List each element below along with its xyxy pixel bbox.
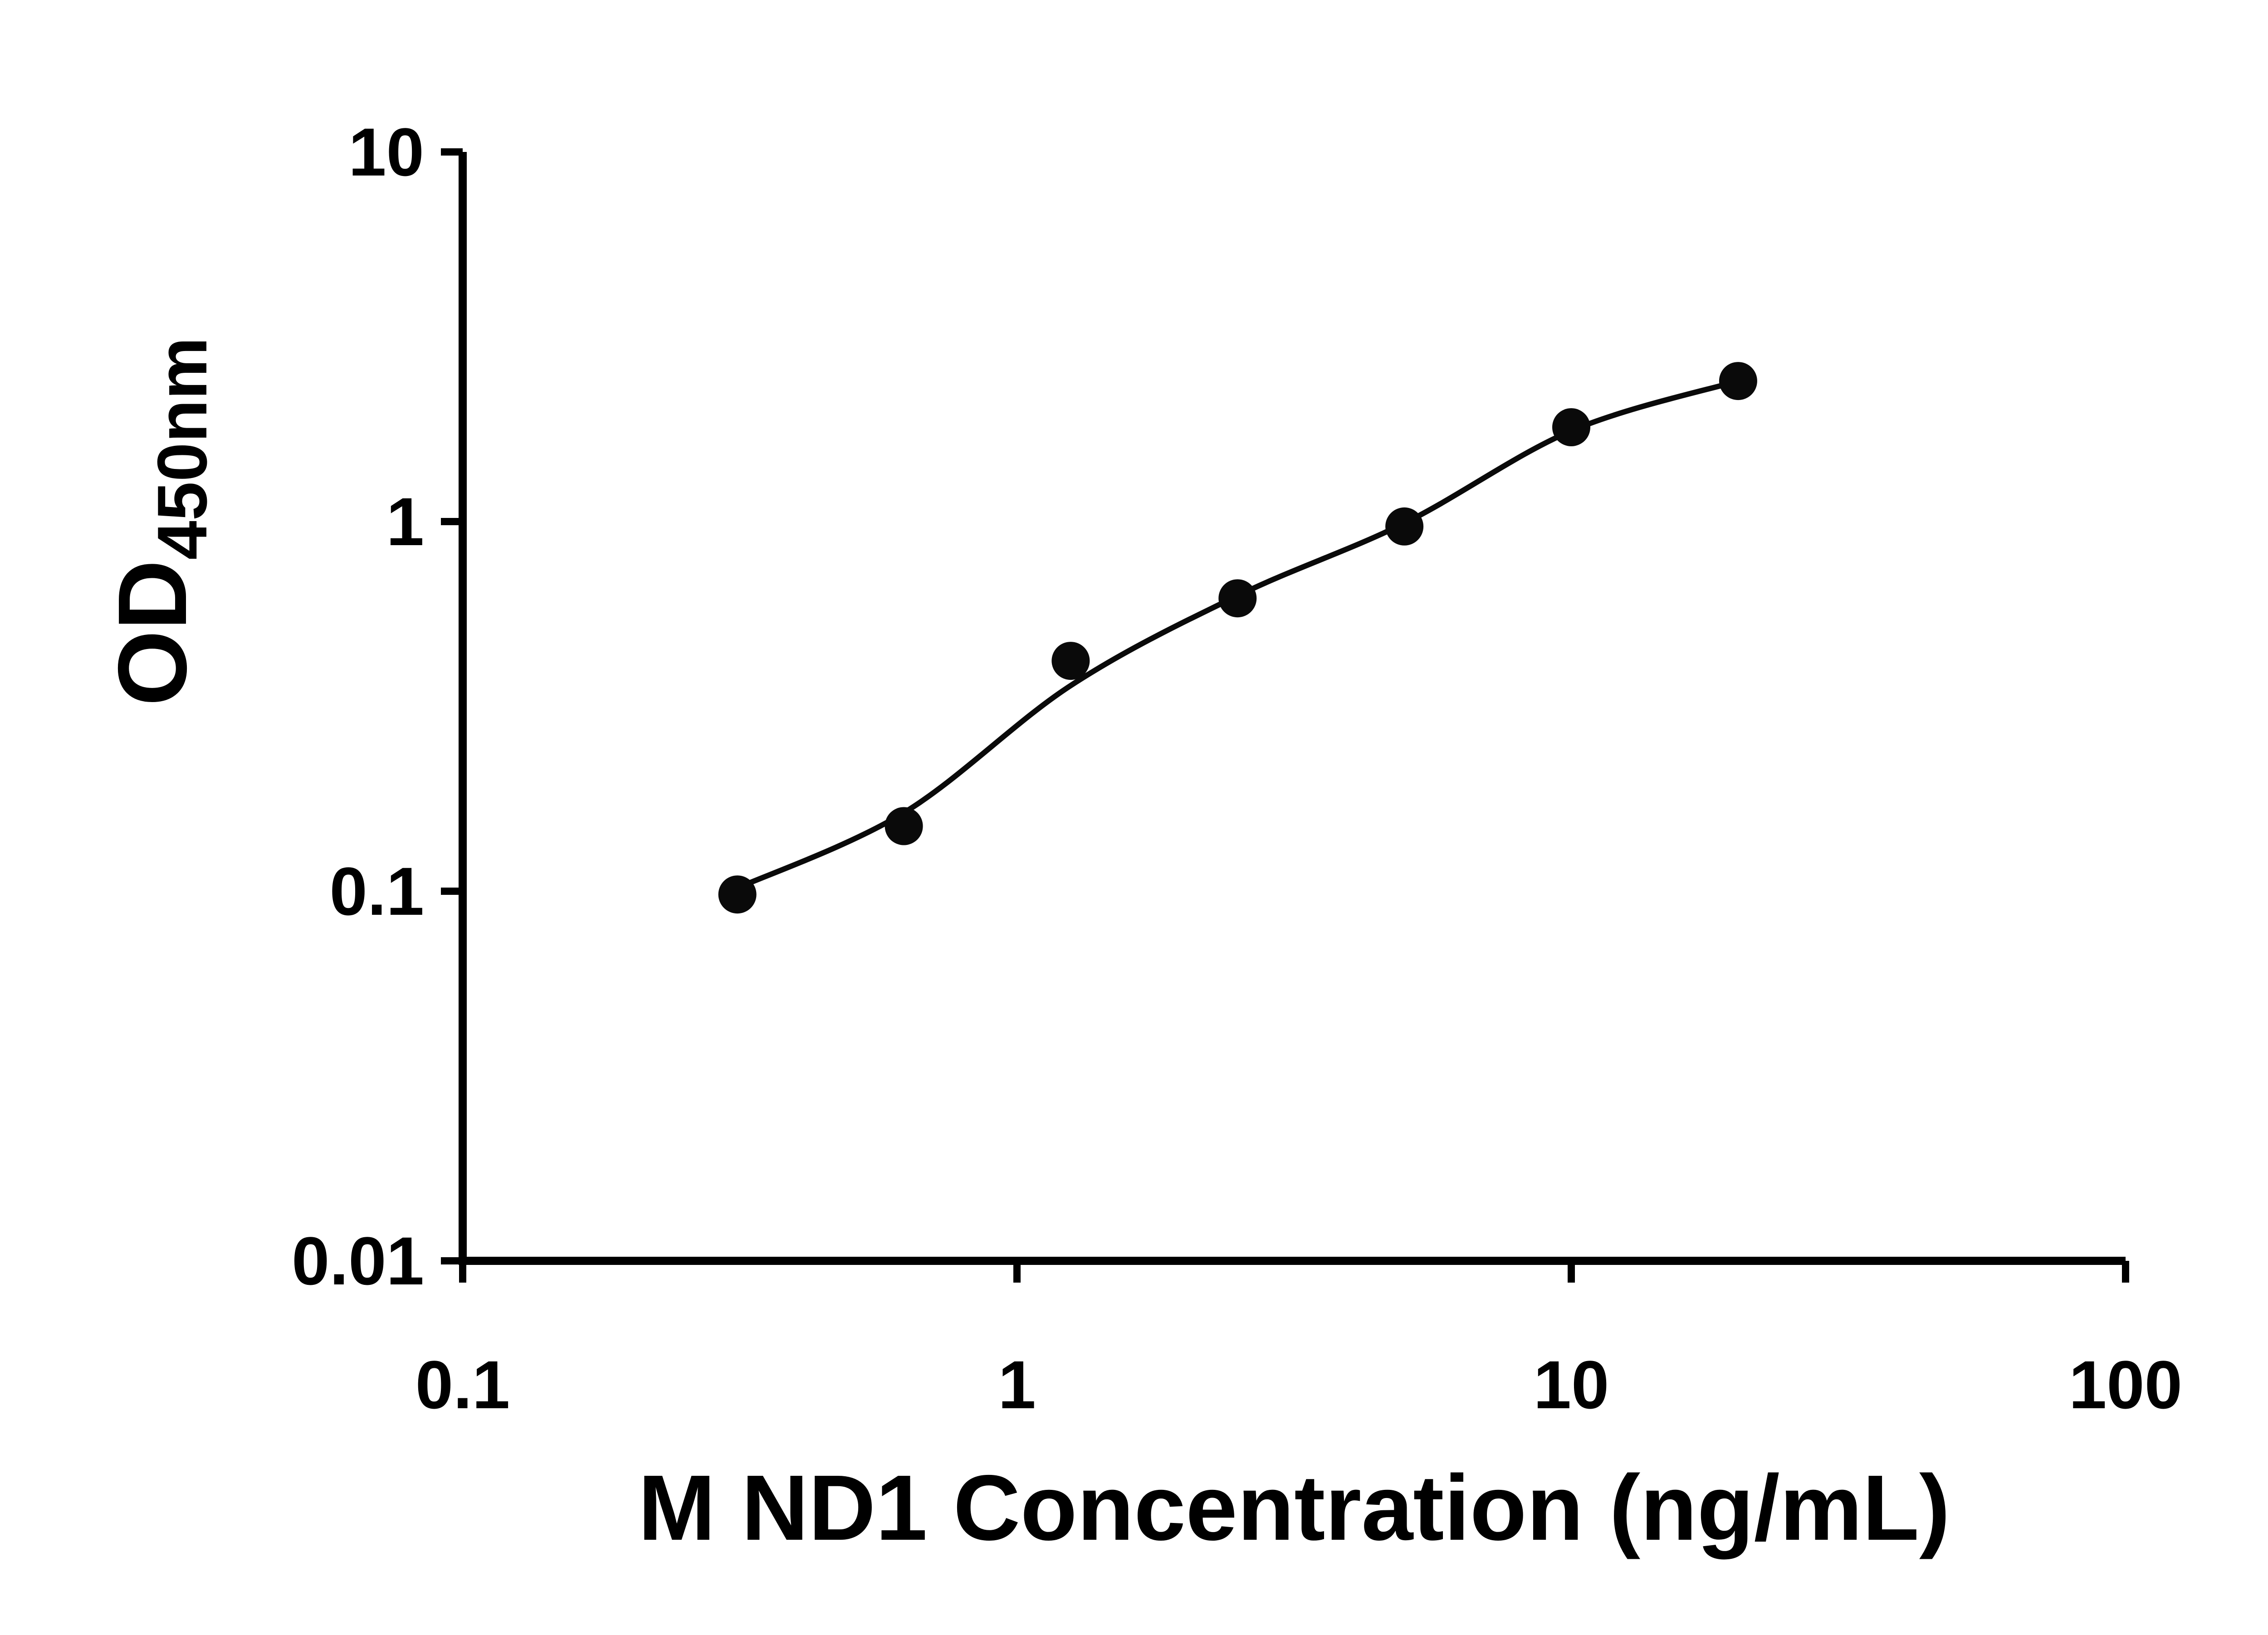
y-axis-title: OD450nm (98, 337, 221, 706)
x-tick-label: 10 (1534, 1347, 1609, 1423)
x-tick-label: 0.1 (415, 1347, 510, 1423)
x-axis-title: M ND1 Concentration (ng/mL) (638, 1456, 1950, 1560)
data-point (1218, 579, 1257, 618)
fit-line (736, 378, 1739, 891)
x-tick-label: 1 (998, 1347, 1036, 1423)
y-tick-label: 0.1 (329, 853, 424, 929)
data-point (1552, 408, 1590, 446)
y-tick-label: 10 (348, 114, 424, 190)
data-point (885, 807, 923, 845)
data-point (1051, 642, 1090, 680)
y-tick-label: 1 (386, 483, 424, 560)
x-tick-label: 100 (2069, 1347, 2182, 1423)
data-point (718, 875, 757, 914)
y-axis-title-subscript: 450nm (143, 337, 221, 560)
axes-spines (459, 152, 2126, 1265)
y-tick-label: 0.01 (292, 1223, 424, 1299)
data-point (1719, 362, 1757, 400)
data-point (1385, 507, 1424, 546)
